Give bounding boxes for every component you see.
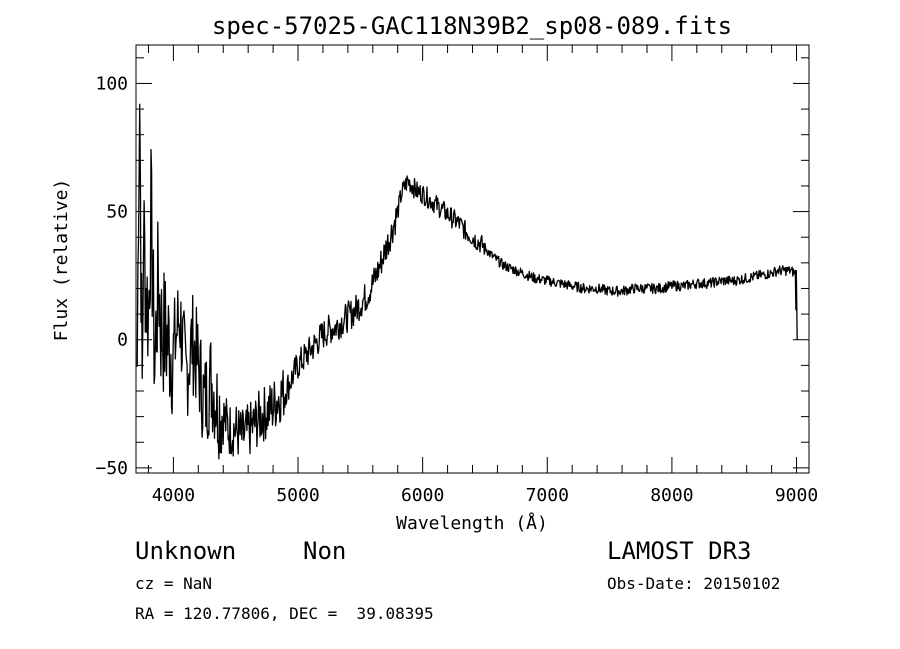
chart-title: spec-57025-GAC118N39B2_sp08-089.fits — [212, 12, 732, 40]
y-tick-label: −50 — [95, 458, 128, 479]
redshift-value: cz = NaN — [135, 574, 213, 593]
x-tick-label: 9000 — [775, 485, 818, 506]
x-tick-label: 4000 — [152, 485, 195, 506]
object-subclass: Non — [303, 537, 347, 565]
x-tick-label: 6000 — [401, 485, 444, 506]
x-tick-label: 8000 — [650, 485, 693, 506]
y-tick-label: 0 — [117, 330, 128, 351]
x-axis-label: Wavelength (Å) — [396, 512, 548, 534]
tick-labels: 4000 5000 6000 7000 8000 9000 −50 0 50 100 — [95, 73, 818, 506]
observation-date: Obs-Date: 20150102 — [607, 574, 781, 593]
survey-name: LAMOST DR3 — [607, 537, 752, 565]
y-tick-label: 50 — [106, 202, 128, 223]
y-axis-label: Flux (relative) — [51, 179, 72, 342]
coordinates: RA = 120.77806, DEC = 39.08395 — [135, 604, 434, 623]
x-tick-label: 7000 — [526, 485, 569, 506]
x-tick-label: 5000 — [276, 485, 319, 506]
spectrum-line — [136, 103, 798, 460]
y-tick-label: 100 — [95, 73, 128, 94]
object-class: Unknown — [135, 537, 237, 565]
